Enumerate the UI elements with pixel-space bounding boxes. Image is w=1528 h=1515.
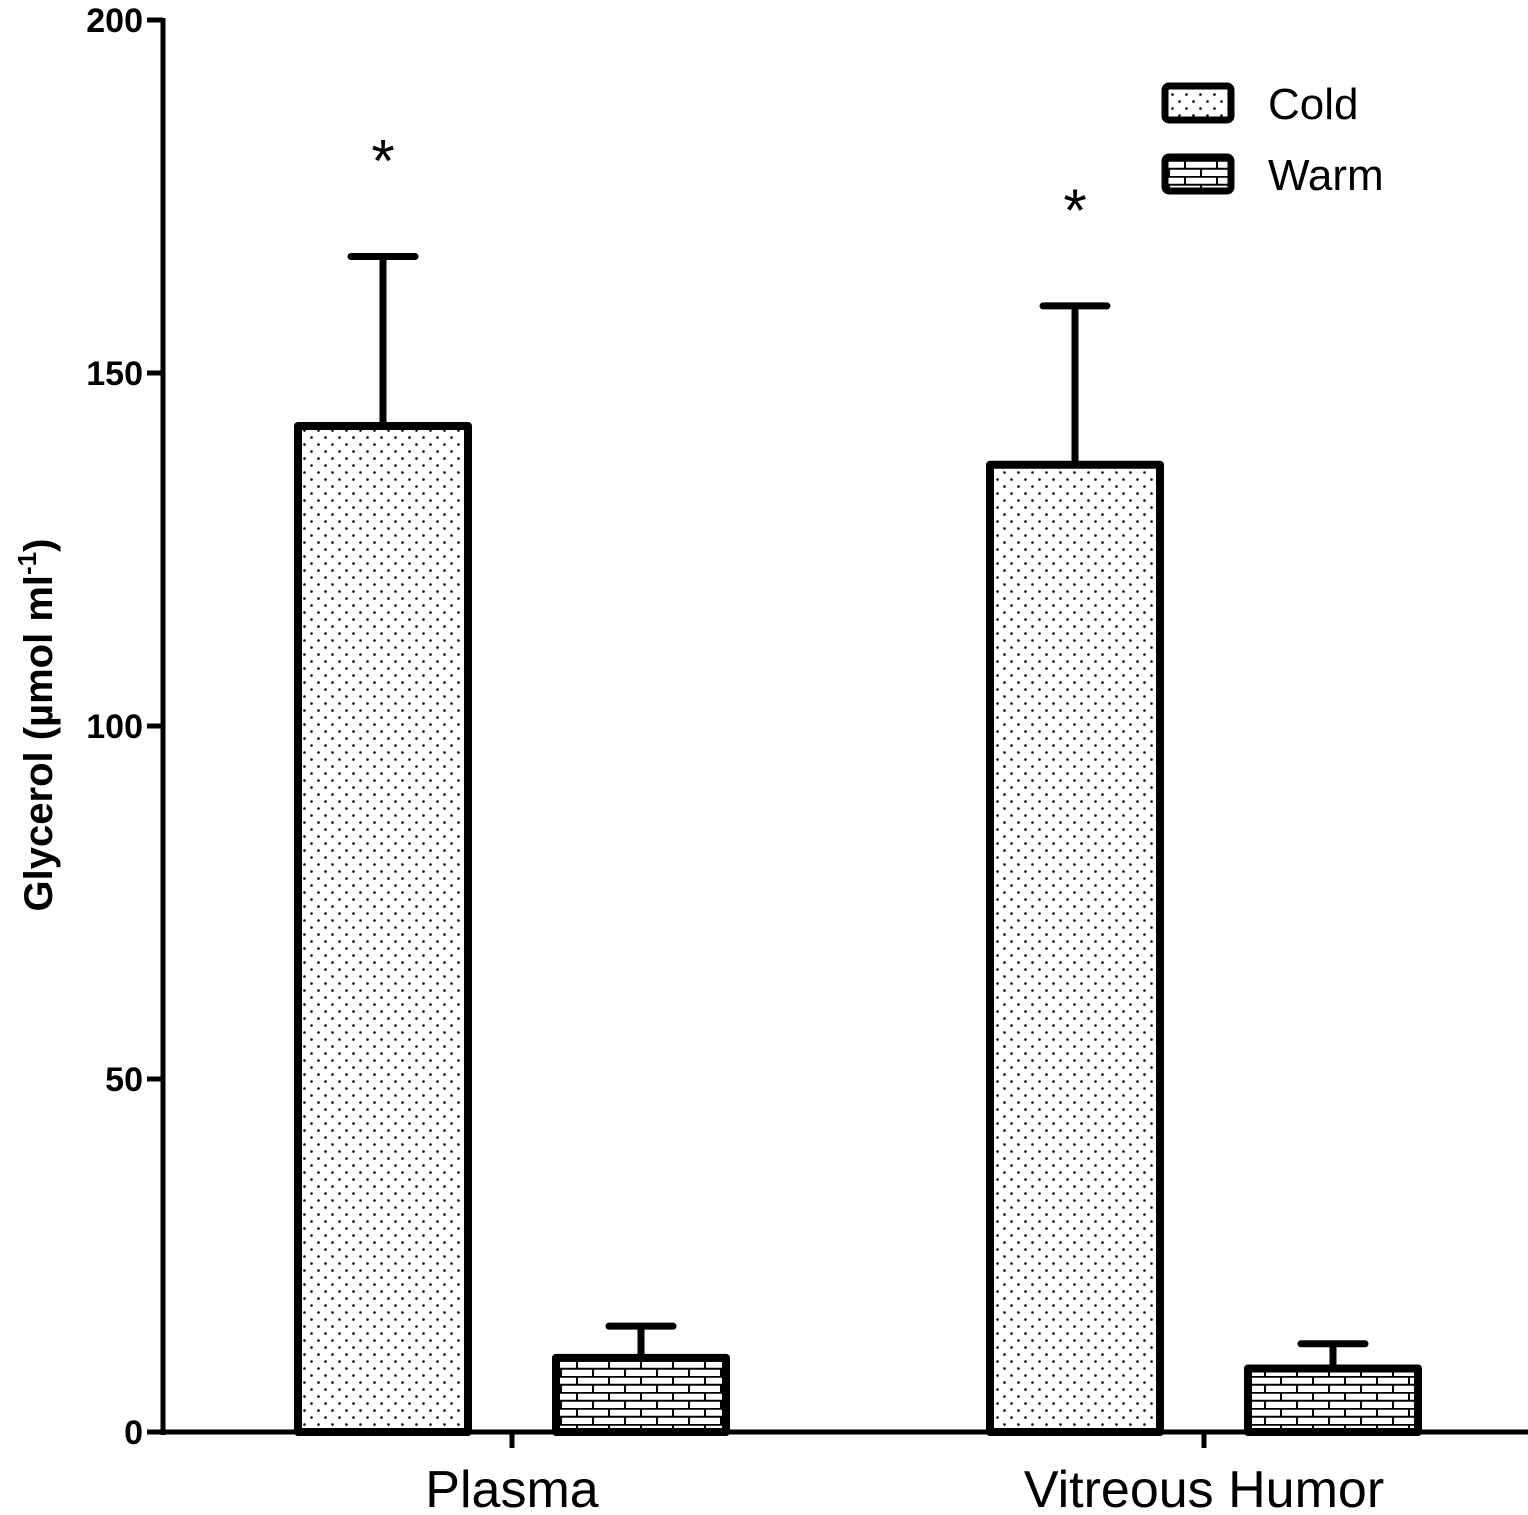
legend-swatch-cold	[1161, 82, 1235, 124]
significance-marker: *	[371, 128, 394, 195]
bar-cold-1	[294, 421, 472, 1436]
bar-cold-2	[986, 460, 1164, 1436]
y-tick-label: 200	[86, 2, 143, 40]
x-category-label: Plasma	[425, 1461, 598, 1510]
y-axis-label: Glycerol (µmol ml-1)	[12, 539, 61, 912]
significance-marker: *	[1063, 177, 1086, 244]
y-tick-label: 50	[105, 1061, 143, 1099]
y-tick-label: 150	[86, 355, 143, 393]
bar-warm-2	[1244, 1364, 1422, 1436]
legend-label-warm: Warm	[1268, 151, 1384, 200]
y-tick-label: 0	[124, 1414, 143, 1452]
y-axis-label-close: )	[17, 539, 61, 552]
x-category-label: Vitreous Humor	[1024, 1461, 1384, 1510]
legend-swatch-warm	[1161, 153, 1235, 195]
y-axis-label-superscript: -1	[12, 552, 42, 575]
bar-warm-1	[552, 1353, 730, 1436]
legend-label-cold: Cold	[1268, 80, 1359, 129]
y-axis-label-main: Glycerol (µmol ml	[17, 575, 61, 911]
y-tick-label: 100	[86, 708, 143, 746]
